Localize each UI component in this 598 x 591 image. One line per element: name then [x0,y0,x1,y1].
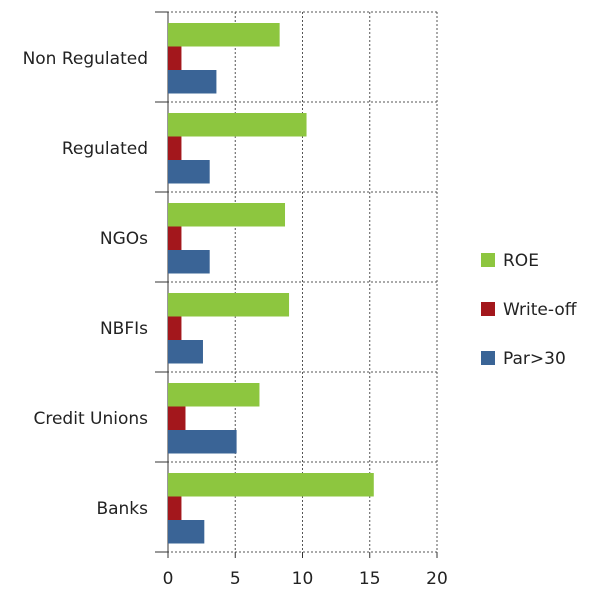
y-tick-label: NGOs [100,229,148,249]
y-tick-label: Regulated [62,139,148,159]
bar [168,520,205,544]
bar [168,383,260,407]
bar [168,496,182,520]
legend-label: ROE [503,251,539,271]
y-tick-label: NBFIs [100,319,148,339]
x-tick-label: 15 [359,569,381,589]
x-tick-label: 0 [163,569,174,589]
bar [168,70,217,94]
bar [168,203,286,227]
legend-swatch [481,351,495,365]
x-tick-label: 20 [426,569,448,589]
bar [168,340,203,364]
bar [168,160,210,184]
bar [168,293,290,317]
bar [168,316,182,340]
bar [168,473,374,497]
legend-swatch [481,253,495,267]
x-tick-label: 10 [292,569,314,589]
legend-swatch [481,302,495,316]
bar [168,430,237,454]
bar [168,250,210,274]
bar [168,23,280,47]
y-tick-label: Credit Unions [33,409,148,429]
legend-label: Write-off [503,300,578,320]
bar [168,46,182,70]
bar [168,226,182,250]
bar [168,136,182,160]
legend-label: Par>30 [503,349,566,369]
x-tick-label: 5 [230,569,241,589]
y-tick-label: Non Regulated [23,49,148,69]
bar [168,113,307,137]
bar [168,406,186,430]
y-tick-label: Banks [96,499,148,519]
